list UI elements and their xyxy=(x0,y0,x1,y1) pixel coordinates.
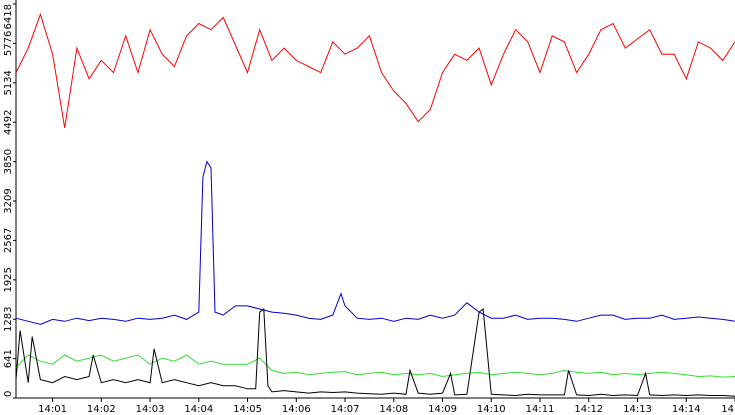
x-tick-label: 14:02 xyxy=(87,404,116,415)
y-tick-label: 3850 xyxy=(3,149,14,174)
x-tick-label: 14:14 xyxy=(672,404,701,415)
y-tick-label: 3209 xyxy=(3,188,14,213)
x-tick-label: 14:12 xyxy=(574,404,603,415)
y-tick-label: 1283 xyxy=(3,307,14,332)
series-green-line xyxy=(15,354,735,378)
y-tick-label: 641 xyxy=(3,349,14,368)
y-tick-label: 5134 xyxy=(3,70,14,95)
x-tick-label: 14:10 xyxy=(477,404,506,415)
series-red-line xyxy=(15,12,735,128)
x-tick-label: 14:06 xyxy=(282,404,311,415)
y-axis: 0 641 1283 1925 2567 3209 3850 4492 5134 5776 6418 xyxy=(3,0,17,399)
x-tick-label: 14:05 xyxy=(233,404,262,415)
x-tick-label: 14:08 xyxy=(379,404,408,415)
x-tick-label: 14:07 xyxy=(331,404,360,415)
x-tick-label: 14:09 xyxy=(428,404,457,415)
plot-area xyxy=(15,12,735,397)
x-tick-label: 14:01 xyxy=(38,404,67,415)
y-tick-label: 4492 xyxy=(3,110,14,135)
x-tick-label: 14:13 xyxy=(623,404,652,415)
y-tick-label: 0 xyxy=(3,391,14,397)
x-tick-label: 14:04 xyxy=(184,404,213,415)
y-tick-label: 2567 xyxy=(3,228,14,253)
y-tick-label: 6418 xyxy=(3,4,14,29)
series-blue-line xyxy=(15,160,735,325)
y-tick-label: 1925 xyxy=(3,267,14,292)
x-axis: 14:01 14:02 14:03 14:04 14:05 14:06 14:07 14:08… xyxy=(16,397,735,415)
x-tick-label: 14:03 xyxy=(136,404,165,415)
x-tick-label: 14 xyxy=(721,404,734,415)
series-black-line xyxy=(15,308,735,397)
x-tick-label: 14:11 xyxy=(526,404,555,415)
y-tick-label: 5776 xyxy=(3,31,14,56)
